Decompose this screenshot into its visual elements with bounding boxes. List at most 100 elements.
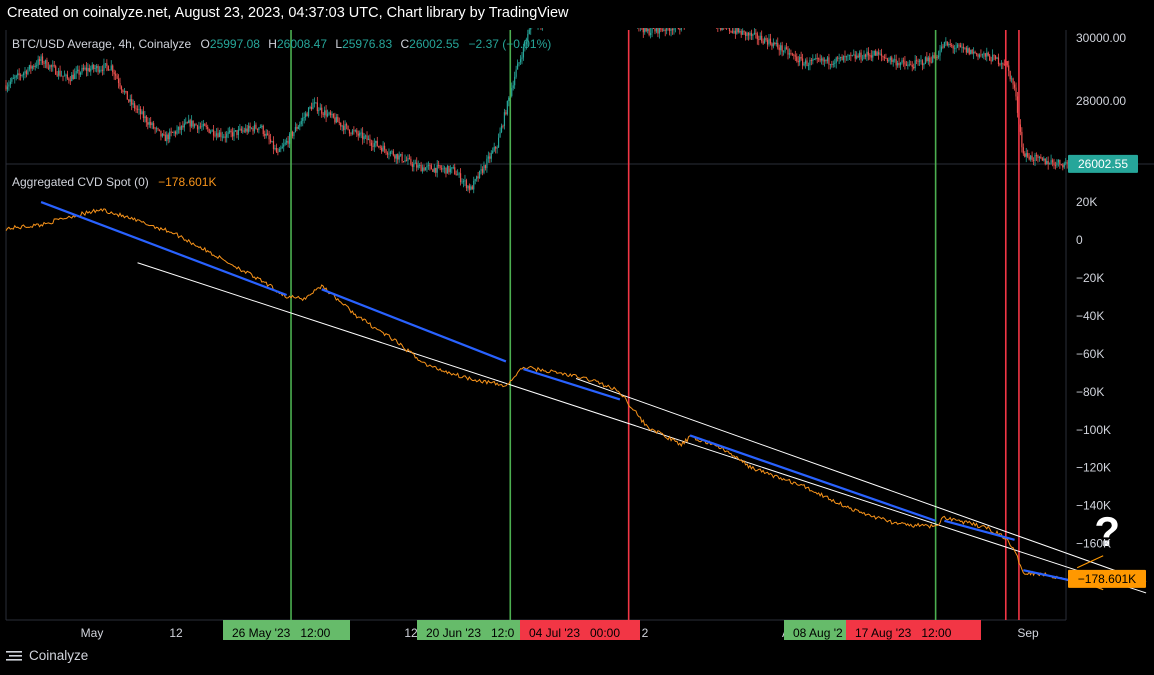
price-candle <box>851 54 853 57</box>
price-candle <box>902 57 905 67</box>
price-candle <box>802 53 804 70</box>
price-candle <box>1022 143 1024 156</box>
price-candle <box>481 166 484 176</box>
price-candle <box>459 168 462 186</box>
axes: 32000.0030000.0028000.0020K0−20K−40K−60K… <box>81 31 1146 640</box>
price-candle <box>322 111 324 118</box>
price-candle <box>971 48 973 55</box>
price-candle <box>224 131 226 143</box>
price-candle <box>929 53 931 67</box>
price-candle <box>980 49 982 58</box>
price-candle <box>1003 59 1005 66</box>
price-candle <box>777 37 779 50</box>
price-candle <box>423 164 425 172</box>
price-candle <box>894 54 896 63</box>
price-candle <box>455 170 457 176</box>
price-candle <box>1057 159 1059 167</box>
price-candle <box>100 65 102 73</box>
price-candle <box>958 43 960 51</box>
price-candle <box>1054 161 1057 170</box>
price-candle <box>457 169 459 176</box>
price-candle <box>212 125 215 141</box>
price-candle <box>294 122 297 133</box>
price-candle <box>126 91 128 100</box>
price-candle <box>11 77 13 84</box>
price-candle <box>936 54 938 61</box>
price-candle <box>43 60 45 69</box>
price-candle <box>948 42 950 48</box>
price-candle <box>994 54 997 61</box>
price-candle <box>416 157 418 172</box>
price-candle <box>904 55 906 70</box>
price-candle <box>25 69 28 78</box>
footer-logo[interactable]: Coinalyze <box>6 648 88 663</box>
price-candle <box>356 128 358 138</box>
price-candle <box>411 161 413 172</box>
price-candle <box>439 164 441 171</box>
price-candle <box>752 33 754 40</box>
price-candle <box>747 32 750 41</box>
price-candle <box>891 55 893 65</box>
price-candle <box>170 127 172 137</box>
price-candle <box>164 131 166 142</box>
price-candle <box>264 130 266 140</box>
price-candle <box>867 47 869 61</box>
price-candle <box>996 56 998 60</box>
price-candle <box>138 104 140 115</box>
price-candle <box>267 129 269 136</box>
price-candle <box>949 39 951 48</box>
price-candle <box>870 50 872 62</box>
price-candle <box>395 153 397 164</box>
price-candle <box>658 26 660 39</box>
price-candle <box>1059 159 1061 169</box>
price-candle <box>144 110 146 123</box>
price-candle <box>142 106 144 123</box>
price-candle <box>783 50 785 56</box>
price-candle <box>385 148 387 156</box>
price-candle <box>430 163 432 170</box>
price-candle <box>226 130 228 143</box>
price-candle <box>442 164 444 173</box>
price-candle <box>271 140 273 143</box>
price-candle <box>303 112 305 124</box>
price-candle <box>445 167 447 178</box>
price-candle <box>764 36 766 44</box>
header-text: Created on coinalyze.net, August 23, 202… <box>7 5 569 21</box>
x-tick-label: 12 <box>404 626 418 640</box>
price-candle <box>493 142 495 152</box>
price-candle <box>183 119 185 132</box>
price-candle <box>30 61 32 74</box>
price-candle <box>774 41 776 46</box>
price-candle <box>131 94 133 111</box>
price-candle <box>856 51 858 60</box>
blue-trend-line <box>321 288 507 363</box>
price-candle <box>885 53 887 59</box>
price-candle <box>24 66 26 79</box>
price-candle <box>1021 127 1023 153</box>
price-candle <box>478 170 481 179</box>
date-highlight-box <box>520 620 640 640</box>
price-candle <box>813 58 815 60</box>
price-candle <box>436 159 438 178</box>
price-candle <box>892 58 894 67</box>
price-candle <box>367 135 370 141</box>
price-candle <box>283 138 285 152</box>
price-candle <box>117 74 120 89</box>
price-candle <box>81 64 83 75</box>
price-candle <box>381 145 383 154</box>
price-candle <box>426 162 428 173</box>
price-candle <box>1050 154 1052 165</box>
price-candle <box>965 46 967 55</box>
price-candle <box>489 152 491 164</box>
price-candle <box>379 144 381 150</box>
price-candle <box>335 113 337 124</box>
price-candle <box>172 131 174 134</box>
price-candle <box>21 74 23 78</box>
cvd-legend: Aggregated CVD Spot (0) −178.601K <box>12 175 216 189</box>
price-candle <box>40 54 42 65</box>
x-tick-label: May <box>81 626 104 640</box>
price-candle <box>410 156 412 166</box>
price-candle <box>315 102 317 104</box>
price-candle <box>913 63 915 70</box>
